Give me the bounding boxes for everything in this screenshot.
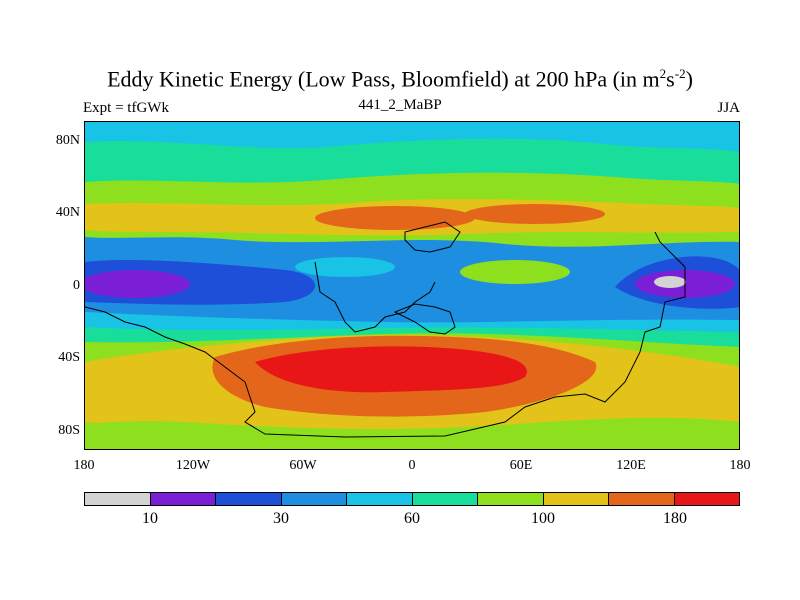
colorbar-label: 180 [663,510,687,527]
x-tick-label: 60W [289,458,317,473]
colorbar-swatch [609,493,675,505]
lime-patch-equator [460,260,570,284]
chart-title: Eddy Kinetic Energy (Low Pass, Bloomfiel… [107,66,693,92]
y-tick-label: 40S [58,350,80,365]
colorbar-swatch [478,493,544,505]
colorbar-label: 60 [404,510,420,527]
contour-map [85,122,739,449]
y-tick-label: 0 [73,278,80,293]
colorbar [84,492,740,506]
colorbar-swatch [347,493,413,505]
colorbar-label: 30 [273,510,289,527]
colorbar-swatch [543,493,609,505]
season-label: JJA [717,100,740,116]
orange-patch-north-east [465,204,605,224]
colorbar-swatch [674,493,739,505]
x-tick-label: 120E [616,458,646,473]
y-tick-label: 40N [55,205,80,220]
map-plot [84,121,740,450]
coastlines [85,221,686,438]
lime-band-polar [85,422,739,449]
colorbar-label: 10 [142,510,158,527]
colorbar-swatch [281,493,347,505]
y-tick-label: 80N [55,133,80,148]
colorbar-swatch [150,493,216,505]
x-tick-label: 60E [509,458,533,473]
y-tick-label: 80S [58,423,80,438]
red-maximum-south [255,346,527,393]
cyan-patch-equator [295,257,395,277]
run-label: 441_2_MaBP [358,97,442,113]
x-tick-label: 180 [729,458,751,473]
gray-minimum [654,276,686,288]
x-tick-label: 120W [175,458,211,473]
colorbar-swatch [85,493,151,505]
colorbar-label: 100 [531,510,555,527]
purple-region-west [85,270,190,298]
x-tick-label: 180 [73,458,95,473]
colorbar-swatch [216,493,282,505]
colorbar-swatch [412,493,478,505]
x-tick-label: 0 [408,458,416,473]
experiment-label: Expt = tfGWk [83,100,169,116]
